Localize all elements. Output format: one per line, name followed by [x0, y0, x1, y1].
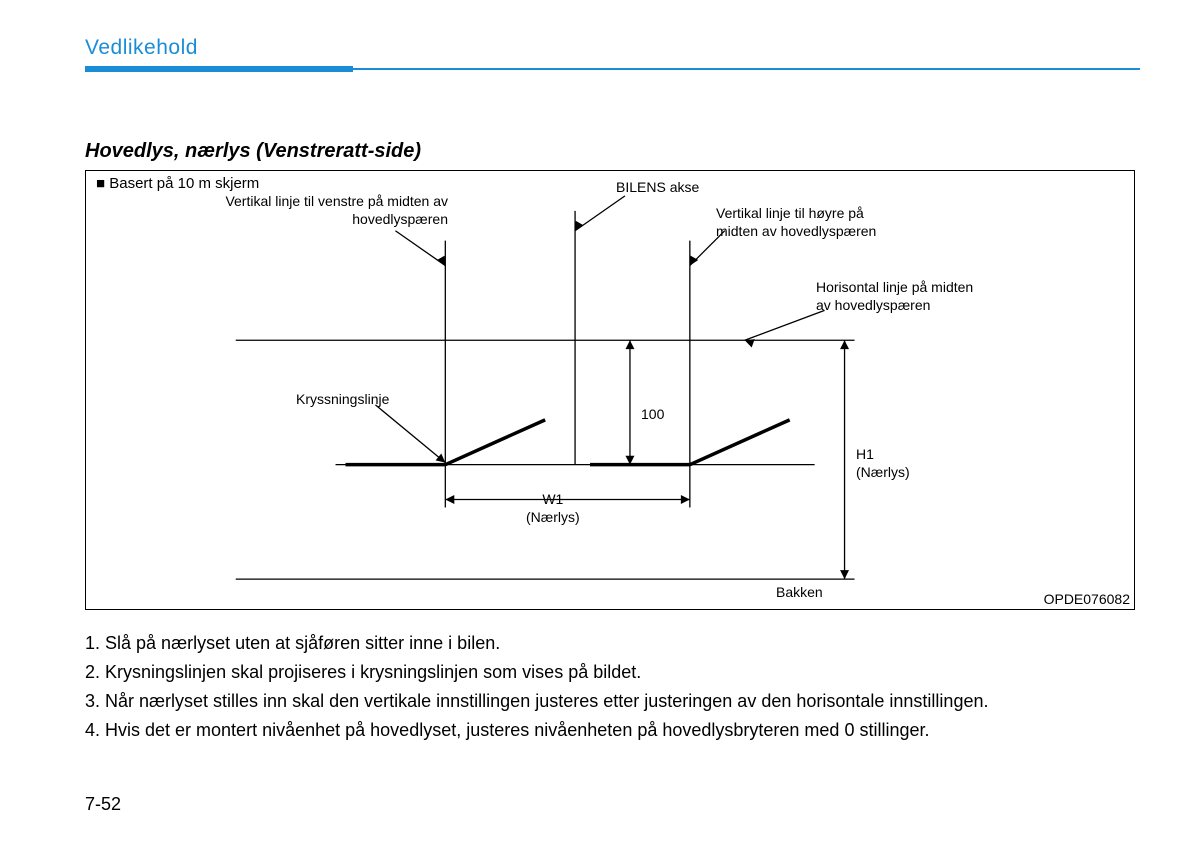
left-vertical-label: Vertikal linje til venstre på midten av …: [186, 193, 448, 228]
instruction-item: Når nærlyset stilles inn skal den vertik…: [85, 688, 1140, 715]
h1-label: H1 (Nærlys): [856, 446, 910, 481]
instruction-list: Slå på nærlyset uten at sjåføren sitter …: [85, 630, 1140, 746]
w1-label: W1 (Nærlys): [526, 491, 580, 526]
figure-code: OPDE076082: [1044, 591, 1130, 607]
chapter-title: Vedlikehold: [85, 36, 1140, 60]
diagram-svg: [86, 171, 1134, 609]
axis-label: BILENS akse: [616, 179, 699, 197]
crossing-label: Kryssningslinje: [296, 391, 389, 409]
section-title: Hovedlys, nærlys (Venstreratt-side): [85, 140, 421, 163]
header-rule-thick: [85, 66, 353, 72]
chapter-header: Vedlikehold: [85, 36, 1140, 60]
instruction-item: Slå på nærlyset uten at sjåføren sitter …: [85, 630, 1140, 657]
horizontal-label: Horisontal linje på midten av hovedlyspæ…: [816, 279, 973, 314]
header-rule-thin: [353, 68, 1140, 70]
right-vertical-label: Vertikal linje til høyre på midten av ho…: [716, 205, 876, 240]
page-number: 7-52: [85, 794, 121, 815]
headlight-aiming-diagram: ■ Basert på 10 m skjerm BILENS akse Vert…: [85, 170, 1135, 610]
instruction-item: Krysningslinjen skal projiseres i krysni…: [85, 659, 1140, 686]
dim-100-label: 100: [641, 406, 664, 424]
ground-label: Bakken: [776, 584, 823, 602]
instruction-item: Hvis det er montert nivåenhet på hovedly…: [85, 717, 1140, 744]
